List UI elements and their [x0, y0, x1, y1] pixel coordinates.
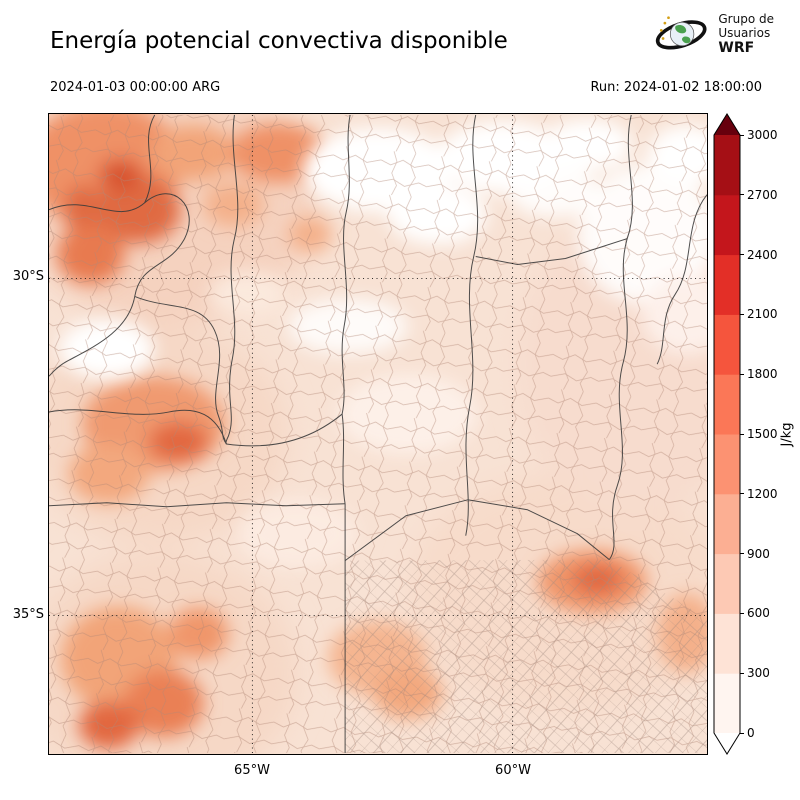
colorbar-tick-label: 1500	[747, 427, 778, 441]
colorbar-tick-mark	[740, 194, 744, 196]
ytick-30s: 30°S	[12, 269, 44, 284]
wrf-logo-text: Grupo de Usuarios WRF	[718, 12, 774, 57]
colorbar-tick-mark	[740, 254, 744, 256]
logo-line-1: Grupo de	[718, 11, 774, 26]
map-frame	[48, 113, 708, 755]
run-time-label: Run: 2024-01-02 18:00:00	[590, 80, 762, 95]
colorbar-segments	[714, 135, 740, 734]
colorbar-tick-label: 2700	[747, 187, 778, 202]
colorbar-ticks: 0 300 600 900 1200 1500 1800 2100 2400 2700 3000	[710, 113, 800, 755]
colorbar: 0 300 600 900 1200 1500 1800 2100 2400 2700 3000 J…	[710, 113, 800, 755]
globe-icon	[656, 16, 707, 50]
colorbar-tick-label: 1800	[747, 367, 778, 382]
colorbar-segment	[714, 254, 740, 315]
colorbar-segment	[714, 613, 740, 674]
colorbar-tick-label: 600	[747, 606, 770, 621]
colorbar-tick-mark	[740, 493, 744, 495]
colorbar-tick-mark	[740, 373, 744, 375]
colorbar-over-triangle	[714, 114, 740, 135]
colorbar-segment	[714, 673, 740, 734]
province-boundaries	[49, 114, 707, 754]
colorbar-tick-label: 2100	[747, 307, 778, 322]
logo-line-3: WRF	[718, 39, 755, 56]
ytick-35s: 35°S	[12, 607, 44, 622]
logo-line-2: Usuarios	[718, 25, 771, 40]
colorbar-tick-mark	[740, 612, 744, 614]
colorbar-tick-label: 900	[747, 546, 770, 561]
colorbar-segment	[714, 553, 740, 614]
colorbar-tick-label: 2400	[747, 247, 778, 262]
colorbar-tick-mark	[740, 313, 744, 315]
valid-time-label: 2024-01-03 00:00:00 ARG	[50, 80, 221, 95]
colorbar-segment	[714, 314, 740, 375]
wrf-logo: Grupo de Usuarios WRF	[654, 10, 774, 58]
colorbar-unit-label: J/kg	[779, 422, 795, 446]
colorbar-segment	[714, 194, 740, 256]
colorbar-tick-label: 0	[747, 726, 755, 740]
colorbar-under-triangle	[714, 733, 740, 754]
colorbar-tick-label: 300	[747, 666, 770, 681]
colorbar-segment	[714, 434, 740, 495]
department-boundaries-buenos-aires	[345, 559, 707, 754]
xtick-65w: 65°W	[234, 763, 270, 778]
colorbar-segment	[714, 374, 740, 435]
page-title: Energía potencial convectiva disponible	[50, 28, 508, 54]
colorbar-tick-mark	[740, 672, 744, 674]
colorbar-tick-mark	[740, 553, 744, 555]
colorbar-tick-label: 3000	[747, 128, 778, 142]
colorbar-tick-label: 1200	[747, 486, 778, 501]
colorbar-tick-mark	[740, 134, 744, 136]
xtick-60w: 60°W	[495, 763, 531, 778]
colorbar-tick-mark	[740, 732, 744, 734]
map-canvas	[49, 114, 707, 754]
colorbar-unit-wrap: J/kg	[776, 113, 798, 755]
colorbar-segment	[714, 493, 740, 555]
colorbar-tick-mark	[740, 433, 744, 435]
gridlines	[49, 114, 707, 754]
colorbar-segment	[714, 135, 740, 196]
